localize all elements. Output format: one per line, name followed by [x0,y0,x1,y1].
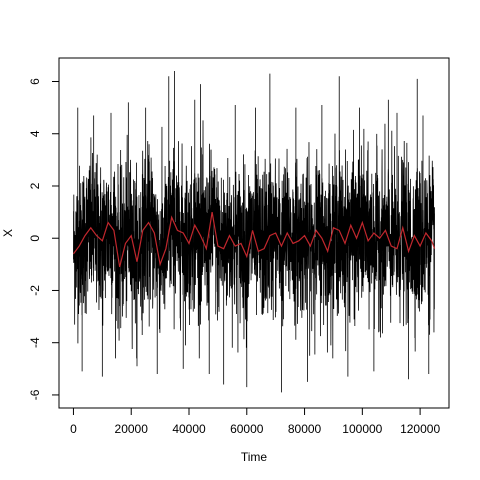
smoothed-line [72,211,436,268]
y-axis: -6 -4 -2 0 2 4 6 [28,78,60,400]
smoothed-series [72,211,436,268]
y-axis-title: X [1,229,15,237]
noise-series [73,120,435,359]
y-tick-label: 2 [28,182,42,189]
x-tick-label: 20000 [115,422,149,436]
y-tick-label: -6 [28,389,42,400]
x-tick-label: 60000 [230,422,264,436]
x-axis: 0 20000 40000 60000 80000 100000 120000 [70,407,440,436]
y-tick-label: 0 [28,235,42,242]
x-tick-label: 120000 [400,422,440,436]
x-tick-label: 80000 [288,422,322,436]
y-tick-label: -4 [28,337,42,348]
noise-line [73,120,435,359]
y-tick-label: 4 [28,130,42,137]
noise-spikes [77,71,430,393]
y-tick-label: 6 [28,78,42,85]
x-tick-label: 40000 [172,422,206,436]
x-axis-title: Time [241,450,268,464]
x-tick-label: 100000 [342,422,382,436]
x-tick-label: 0 [70,422,77,436]
y-tick-label: -2 [28,285,42,296]
